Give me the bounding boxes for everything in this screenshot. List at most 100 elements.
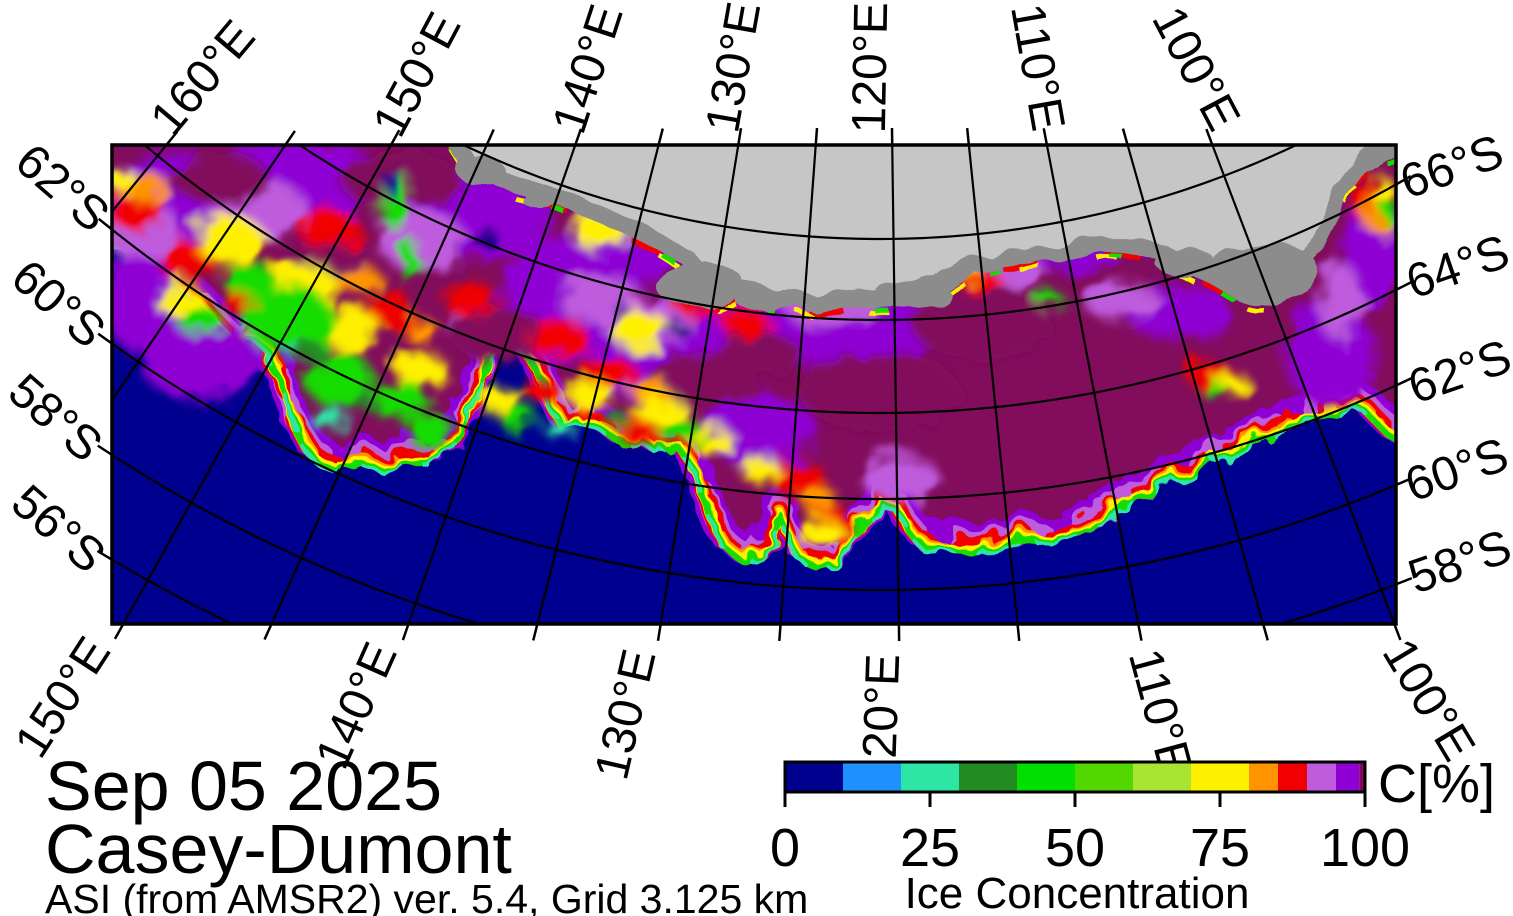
lon-label-bottom-110e: 110°E (1118, 643, 1202, 780)
top-edge-tick (814, 127, 819, 146)
top-edge-tick (284, 130, 296, 146)
colorbar-tick-75: 75 (1190, 818, 1250, 878)
ice-texture-blob (406, 414, 454, 446)
ice-texture-blob (300, 210, 360, 250)
map-edge-ticks (96, 127, 1413, 642)
colorbar-tick-25: 25 (900, 818, 960, 878)
colorbar-segment-40-50 (1017, 762, 1075, 792)
ice-texture-blob (372, 380, 428, 420)
land-fill (455, 145, 1396, 309)
coast-shelf-blob (655, 263, 745, 307)
coast-shelf-blob (522, 192, 558, 208)
lon-label-top-160e: 160°E (141, 11, 266, 146)
bottom-edge-tick (1261, 623, 1269, 641)
colorbar-segment-30-40 (959, 762, 1017, 792)
top-edge-tick (574, 128, 583, 146)
lat-label-right-58s: 58°S (1402, 520, 1513, 604)
ice-texture-blob (130, 176, 170, 204)
ice-texture-blob (402, 318, 438, 342)
lat-label-left-62s: 62°S (5, 134, 119, 243)
colorbar-tick-50: 50 (1045, 818, 1105, 878)
colorbar-segment-99-100 (1359, 762, 1365, 792)
lon-label-bottom-130e: 130°E (585, 645, 666, 785)
date-title: Sep 05 2025 (45, 747, 442, 825)
bottom-edge-tick (1393, 623, 1402, 641)
lon-label-top-100e: 100°E (1141, 0, 1249, 139)
ice-texture-blob (1082, 282, 1158, 318)
lon-label-top-140e: 140°E (543, 0, 634, 140)
ice-texture-blob (338, 266, 382, 294)
ice-texture-blob (366, 292, 414, 328)
ice-texture-blob (500, 408, 540, 432)
left-edge-tick (97, 217, 113, 231)
top-edge-tick (737, 128, 743, 146)
lon-label-top-150e: 150°E (363, 4, 471, 145)
ice-texture-blob (910, 284, 1050, 360)
colorbar-segment-80-85 (1249, 762, 1278, 792)
ice-texture-blob (471, 228, 499, 248)
parallel-line-68s (461, 145, 1299, 241)
parallel-line-64s (142, 145, 1396, 415)
coast-shelf-blob (880, 281, 950, 309)
ice-texture-blob (1370, 176, 1394, 204)
ice-texture-blob (720, 330, 800, 374)
coast-shelf-blob (456, 156, 504, 184)
bottom-edge-tick (263, 623, 273, 641)
ice-texture-blob (721, 306, 769, 338)
lat-label-left-56s: 56°S (1, 475, 115, 584)
top-edge-tick (657, 128, 664, 146)
lon-label-top-130e: 130°E (696, 0, 771, 137)
right-edge-tick (1395, 576, 1413, 586)
ice-texture-blob (802, 488, 838, 512)
bottom-edge-tick (778, 623, 782, 642)
right-edge-tick (1395, 477, 1413, 487)
coast-shelf-blob (735, 290, 785, 310)
colorbar-tick-0: 0 (770, 818, 800, 878)
meridian-line-145e (270, 145, 488, 624)
bottom-edge-tick (532, 623, 539, 641)
meridian-line-130e (659, 145, 740, 624)
ice-texture-blob (705, 392, 815, 468)
colorbar-unit-label: C[%] (1378, 754, 1495, 814)
meridian-line-125e (779, 145, 817, 624)
colorbar-tick-marks (783, 792, 1367, 807)
left-edge-tick (97, 332, 113, 345)
left-edge-tick (96, 549, 113, 561)
ice-texture-blob (178, 306, 222, 334)
lon-label-top-120e: 120°E (843, 2, 898, 134)
ice-texture-blob (546, 422, 574, 438)
ice-texture-blob (112, 168, 136, 192)
colorbar-segment-95-99 (1336, 762, 1360, 792)
meridian-line-105e (1126, 145, 1265, 624)
ice-texture-blob (658, 418, 702, 442)
meridian-line-120e (891, 145, 901, 624)
bottom-edge-tick (113, 623, 125, 640)
colorbar-segment-0-10 (785, 762, 843, 792)
ice-texture-blob (383, 170, 401, 194)
ice-texture-blob (400, 240, 420, 280)
colorbar-axis-label: Ice Concentration (905, 869, 1250, 916)
colorbar-segment-50-60 (1075, 762, 1133, 792)
ice-texture-blob (394, 352, 446, 388)
ice-texture-blob (566, 381, 614, 409)
colorbar-segment-10-20 (843, 762, 901, 792)
ice-texture-blob (530, 320, 590, 360)
parallel-line-58s (112, 453, 1396, 624)
ice-texture-blob (224, 262, 276, 298)
parallel-line-62s (112, 228, 1396, 501)
antarctica-land (448, 145, 1396, 322)
ice-texture-blob (196, 216, 264, 264)
ice-texture-blob (170, 155, 270, 205)
lat-label-right-66s: 66°S (1394, 125, 1510, 209)
meridian-line-100e (1211, 145, 1396, 624)
meridian-line-135e (536, 145, 660, 624)
ice-texture-blob (800, 352, 960, 432)
right-edge-tick (1395, 281, 1412, 292)
coast-ice-accent (449, 146, 1396, 320)
ice-texture-blob (862, 454, 938, 502)
meridian-line-140e (407, 145, 577, 624)
ice-texture-blob (320, 308, 380, 352)
right-edge-tick (1395, 377, 1412, 387)
